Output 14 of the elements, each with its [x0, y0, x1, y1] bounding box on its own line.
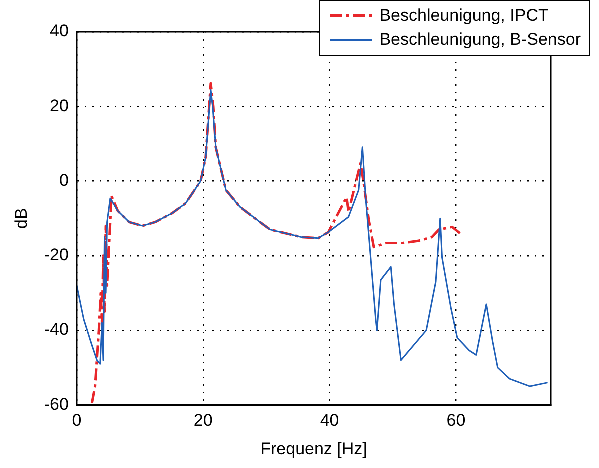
- y-tick-label: 40: [50, 22, 69, 41]
- legend-label: Beschleunigung, B-Sensor: [380, 29, 581, 51]
- y-tick-label: -20: [44, 246, 69, 265]
- y-tick-label: -60: [44, 394, 69, 414]
- y-tick-label: 0: [60, 170, 69, 190]
- x-tick-label: 20: [194, 411, 213, 430]
- x-tick-label: 40: [320, 411, 340, 430]
- x-axis-title: Frequenz [Hz]: [260, 439, 368, 458]
- y-axis-title: dB: [12, 208, 31, 229]
- x-tick-label: 60: [446, 411, 466, 430]
- x-tick-label: 0: [72, 411, 82, 430]
- legend-label: Beschleunigung, IPCT: [380, 5, 549, 27]
- y-tick-label: -40: [44, 320, 69, 340]
- y-tick-label: 20: [50, 96, 69, 116]
